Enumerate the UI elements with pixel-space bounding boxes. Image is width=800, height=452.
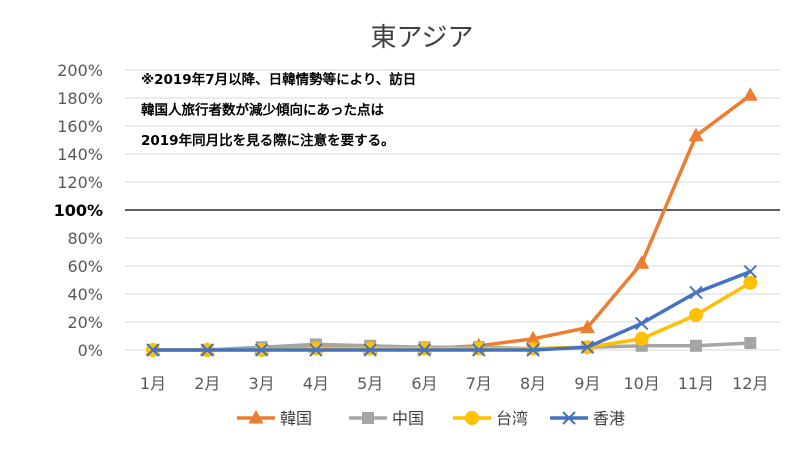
legend-label: 台湾 — [496, 409, 528, 428]
data-point-stroke — [562, 411, 576, 425]
legend-item: 台湾 — [453, 409, 528, 428]
data-point — [742, 87, 758, 101]
y-axis-ticks: 0% 20% 40% 60% 80% 100% 120% 140% 160% 180% 200% — [54, 61, 103, 360]
series-line — [151, 281, 753, 352]
data-point-stroke — [634, 316, 649, 331]
x-tick-label: 6月 — [411, 374, 437, 393]
data-point — [363, 343, 377, 357]
x-tick-label: 11月 — [678, 374, 714, 393]
x-tick-label: 1月 — [140, 374, 166, 393]
y-tick-label: 180% — [57, 89, 103, 108]
data-point — [146, 343, 160, 357]
data-point-stroke — [417, 343, 432, 357]
chart-title: 東アジア — [371, 23, 474, 53]
data-point — [634, 255, 650, 269]
data-point-stroke — [526, 343, 540, 357]
legend-item: 中国 — [349, 409, 424, 428]
legend-label: 中国 — [392, 409, 424, 428]
x-tick-label: 9月 — [574, 374, 600, 393]
y-tick-label: 40% — [67, 285, 103, 304]
data-point — [688, 127, 704, 142]
y-tick-label: 60% — [67, 257, 103, 276]
data-point — [743, 275, 758, 290]
data-point — [472, 343, 486, 357]
x-tick-label: 7月 — [466, 374, 492, 393]
data-point — [690, 339, 702, 352]
data-point — [309, 343, 323, 357]
x-axis-ticks: 1月 2月 3月 4月 5月 6月 7月 8月 9月 10月 11月 12月 — [140, 374, 769, 393]
y-tick-label: 200% — [57, 61, 103, 80]
data-point — [200, 343, 215, 357]
gridlines — [125, 69, 780, 351]
annotation-line: ※2019年7月以降、日韓情勢等により、訪日 — [141, 71, 416, 88]
legend: 韓国 中国 台湾 香港 — [237, 409, 625, 428]
y-tick-label: 80% — [67, 229, 103, 248]
data-point — [580, 340, 595, 354]
data-point — [465, 411, 479, 425]
data-point — [525, 330, 541, 345]
x-tick-label: 8月 — [520, 374, 546, 393]
y-tick-label: 100% — [54, 201, 103, 220]
legend-item: 香港 — [550, 409, 625, 428]
data-point — [743, 264, 758, 279]
y-tick-label: 160% — [57, 117, 103, 136]
series-lines — [145, 87, 758, 357]
data-point — [689, 285, 703, 300]
annotation-note: ※2019年7月以降、日韓情勢等により、訪日韓国人旅行者数が減少傾向にあった点は… — [141, 71, 416, 149]
data-point — [248, 410, 264, 424]
data-point — [562, 411, 576, 425]
y-tick-label: 120% — [57, 173, 103, 192]
data-point — [744, 337, 757, 349]
annotation-line: 2019年同月比を見る際に注意を要する。 — [141, 132, 395, 149]
data-point — [417, 343, 432, 357]
data-point-stroke — [472, 343, 486, 357]
data-point-stroke — [146, 343, 160, 357]
x-tick-label: 10月 — [624, 374, 660, 393]
series-square — [147, 337, 757, 356]
x-tick-label: 4月 — [303, 374, 329, 393]
x-tick-label: 3月 — [249, 374, 275, 393]
annotation-line: 韓国人旅行者数が減少傾向にあった点は — [141, 102, 384, 119]
data-point — [526, 343, 540, 357]
x-tick-label: 12月 — [732, 374, 768, 393]
data-point-stroke — [580, 340, 595, 354]
legend-label: 韓国 — [280, 409, 312, 428]
y-tick-label: 20% — [67, 313, 103, 332]
y-tick-label: 0% — [78, 341, 103, 360]
data-point-stroke — [743, 264, 758, 279]
data-point — [634, 331, 649, 346]
series-x — [146, 264, 758, 357]
data-point-stroke — [363, 343, 377, 357]
x-tick-label: 5月 — [357, 374, 383, 393]
legend-item: 韓国 — [237, 409, 312, 428]
data-point — [689, 308, 703, 322]
series-triangle — [145, 87, 758, 356]
x-tick-label: 2月 — [194, 374, 220, 393]
data-point-stroke — [689, 285, 703, 300]
data-point — [579, 319, 595, 334]
data-point — [634, 316, 649, 331]
data-point-stroke — [309, 343, 323, 357]
y-tick-label: 140% — [57, 145, 103, 164]
data-point-stroke — [254, 343, 269, 357]
data-point — [254, 343, 269, 357]
data-point-stroke — [200, 343, 215, 357]
data-point — [362, 412, 374, 424]
series-line — [151, 269, 753, 352]
legend-label: 香港 — [593, 409, 625, 428]
